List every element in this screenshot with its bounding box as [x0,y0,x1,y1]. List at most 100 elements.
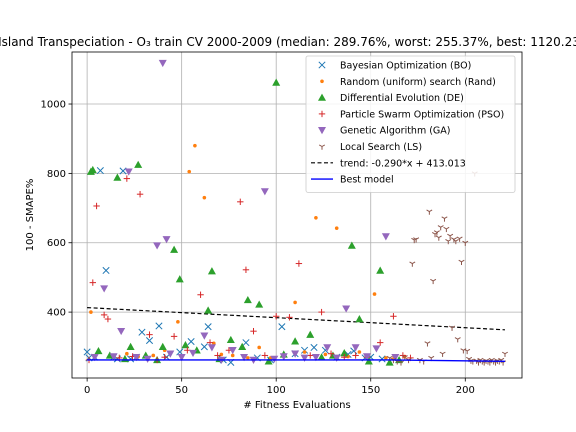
data-point-0 [200,343,208,351]
data-point-3 [170,333,178,340]
data-point-3 [295,260,303,267]
data-point-1 [302,350,307,354]
data-point-5 [464,348,471,355]
axis-ticks: 0 50 100 150 200 400 600 800 1000 [41,100,475,396]
data-point-2 [317,353,326,361]
data-point-3 [273,313,280,320]
data-point-0 [242,339,250,347]
legend-marker [318,93,326,101]
data-point-3 [237,198,244,206]
trend-line [87,306,506,331]
legend-label: Genetic Algorithm (GA) [340,126,451,137]
data-point-4 [279,353,288,361]
data-point-3 [352,352,359,359]
data-point-1 [89,310,93,314]
data-point-1 [372,292,377,296]
data-point-0 [102,266,110,275]
x-axis-label: # Fitness Evaluations [243,400,350,411]
data-point-5 [462,240,469,246]
data-point-1 [314,215,318,220]
data-point-0 [378,355,386,363]
data-point-4 [332,354,341,362]
data-point-5 [501,351,509,357]
legend-box [305,55,516,193]
data-point-3 [100,311,108,319]
y-tick-label: 600 [47,238,66,249]
data-point-1 [293,300,297,305]
x-tick-label: 100 [267,385,286,396]
data-point-1 [384,356,388,360]
data-point-5 [424,341,431,347]
data-point-4 [100,285,109,293]
data-point-2 [238,342,247,350]
data-point-5 [433,230,440,236]
data-point-1 [246,356,250,360]
data-point-2 [207,267,216,275]
data-point-2 [364,357,373,365]
data-point-2 [126,342,135,350]
data-point-3 [136,190,144,198]
data-point-2 [355,315,364,323]
legend-label: Local Search (LS) [340,142,422,153]
data-point-0 [187,338,195,346]
data-point-5 [443,226,450,233]
legend-label: Bayesian Optimization (BO) [340,61,471,72]
data-point-2 [243,295,252,304]
data-point-4 [158,59,167,68]
x-tick-label: 150 [361,385,380,396]
data-point-4 [372,345,381,353]
data-point-4 [342,305,351,313]
data-point-2 [264,357,273,365]
data-point-2 [94,346,103,355]
data-point-3 [146,331,153,338]
data-point-2 [158,342,167,350]
plot-frame [71,51,523,379]
data-point-2 [291,337,300,345]
chart-title: Island Transpeciation - O₃ train CV 2000… [0,35,576,49]
data-point-4 [166,350,175,358]
data-point-1 [187,169,192,174]
data-point-5 [409,261,416,267]
data-point-3 [123,175,131,182]
data-point-1 [257,345,261,350]
data-point-0 [310,343,318,352]
data-point-4 [381,233,390,241]
data-point-2 [204,306,213,314]
data-point-1 [230,353,235,358]
data-point-2 [175,275,184,283]
data-point-4 [124,168,133,176]
data-point-3 [104,315,112,323]
best-model-line [87,359,505,363]
data-point-4 [323,344,332,352]
legend: Bayesian Optimization (BO) Random (unifor… [305,55,516,193]
data-point-4 [153,242,162,250]
y-tick-label: 400 [47,308,66,319]
x-tick-label: 0 [84,385,90,396]
data-point-2 [88,165,97,174]
data-point-5 [447,233,454,240]
data-point-4 [132,353,141,362]
data-point-3 [250,327,257,335]
x-tick-label: 200 [456,385,475,396]
data-point-3 [318,308,325,316]
data-point-4 [117,327,126,336]
legend-marker [320,79,324,84]
data-points [83,59,509,366]
data-point-2 [113,173,122,181]
data-point-3 [390,313,397,320]
data-point-1 [202,195,207,200]
legend-label: Random (uniform) search (Rand) [340,77,496,88]
data-point-2 [376,266,385,274]
data-point-0 [278,323,286,331]
data-point-5 [452,238,459,245]
legend-best-label: Best model [340,175,394,186]
data-point-3 [376,339,384,346]
data-point-4 [260,188,269,196]
data-point-5 [397,360,405,366]
data-point-2 [134,160,143,168]
data-point-2 [385,358,394,366]
data-point-5 [454,337,461,343]
data-point-1 [357,350,362,354]
data-point-3 [242,266,250,273]
